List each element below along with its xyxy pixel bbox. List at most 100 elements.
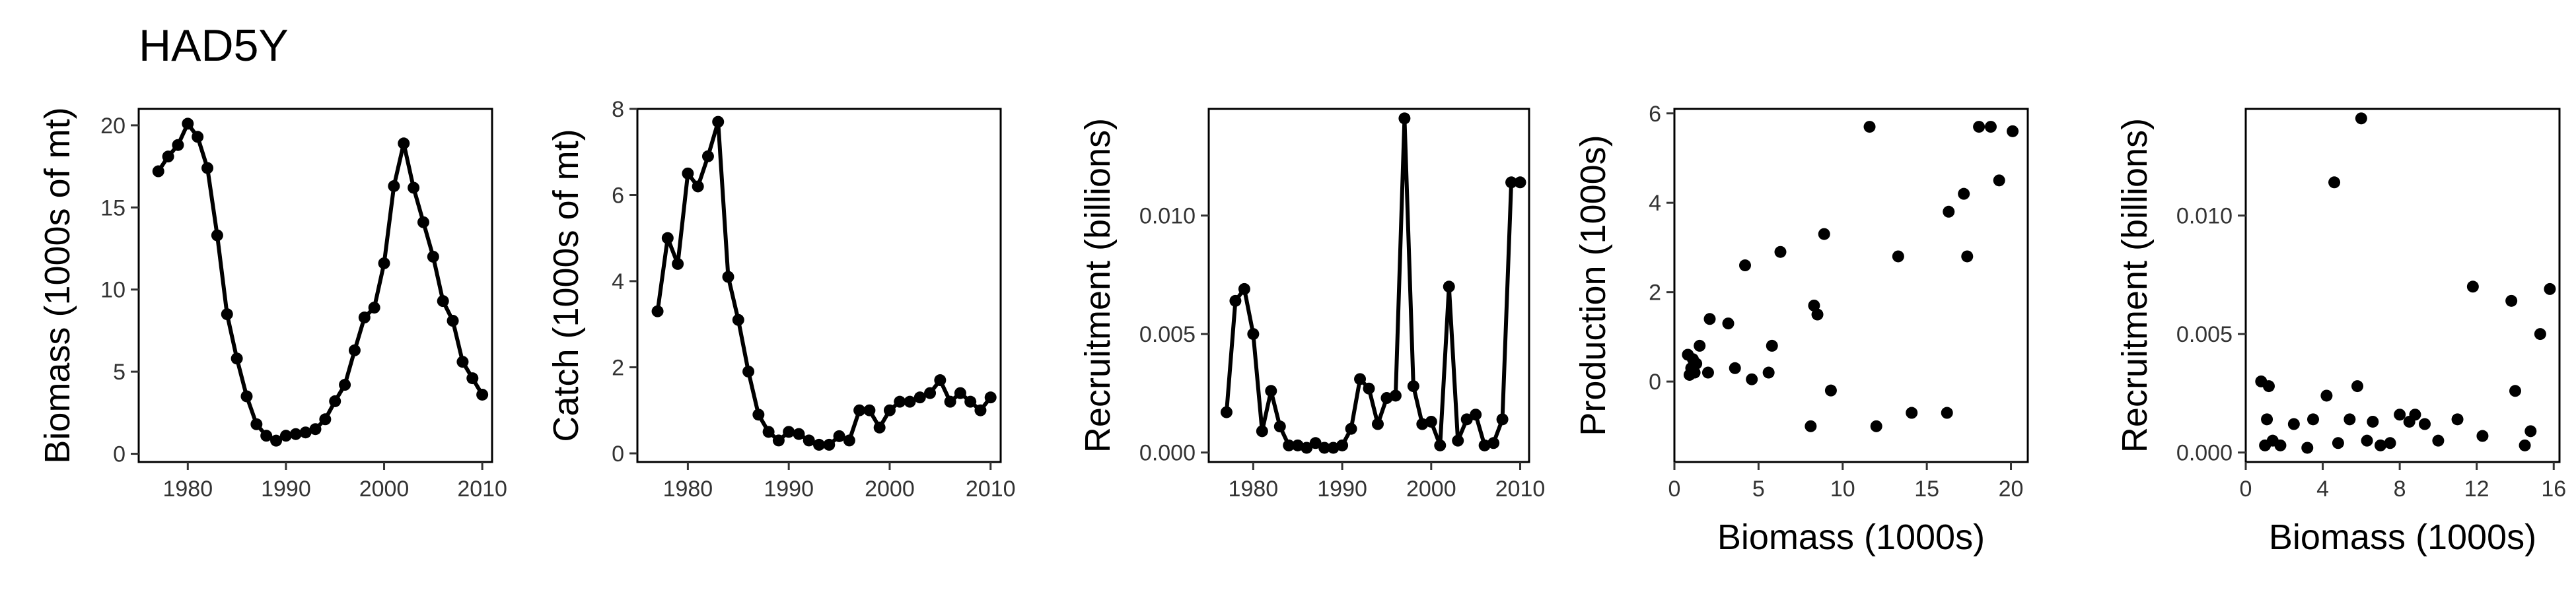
- data-point: [279, 430, 292, 442]
- data-point: [192, 131, 204, 143]
- panel-recruitment-timeseries: 1980 1990 2000 2010 0.000 0.005 0.010 Recruitme…: [1078, 108, 1545, 502]
- data-point: [1818, 228, 1830, 240]
- data-point: [752, 409, 765, 421]
- figure-title: HAD5Y: [139, 20, 289, 71]
- data-point: [1762, 366, 1775, 379]
- data-point: [974, 404, 987, 416]
- data-point: [1273, 420, 1286, 433]
- plot-frame: [1673, 108, 2029, 463]
- data-point: [2524, 425, 2537, 438]
- y-tick-label: 15: [100, 195, 125, 220]
- data-point: [2534, 328, 2546, 341]
- data-point: [299, 426, 312, 439]
- data-point: [2351, 380, 2364, 393]
- data-point: [339, 379, 351, 391]
- y-tick-label: 0.000: [2176, 441, 2233, 466]
- data-point: [2007, 125, 2019, 137]
- data-point: [152, 165, 164, 178]
- data-point: [984, 391, 997, 404]
- y-tick-label: 4: [1649, 191, 1661, 216]
- data-point: [162, 150, 174, 163]
- data-point: [2361, 434, 2373, 447]
- plot-frame: [636, 108, 1002, 463]
- data-point: [1425, 415, 1437, 428]
- data-point: [1766, 339, 1778, 352]
- plot-frame: [1207, 108, 1530, 463]
- data-point: [1703, 313, 1716, 325]
- data-point: [2343, 413, 2356, 426]
- data-point: [2274, 439, 2287, 451]
- data-point: [476, 388, 489, 401]
- data-point: [1993, 174, 2005, 187]
- y-tick-label: 0: [113, 442, 125, 467]
- data-point: [732, 314, 744, 326]
- x-tick-label: 2000: [865, 477, 915, 502]
- data-point: [1371, 418, 1384, 430]
- data-point: [2419, 418, 2431, 430]
- data-point: [221, 308, 233, 321]
- x-tick-label: 1980: [663, 477, 713, 502]
- x-tick-label: 15: [1914, 477, 1939, 502]
- x-tick-label: 2010: [457, 477, 507, 502]
- x-tick-label: 10: [1830, 477, 1855, 502]
- x-tick-label: 8: [2394, 477, 2406, 502]
- data-point: [934, 374, 947, 387]
- data-point: [1811, 308, 1824, 321]
- data-point: [2505, 294, 2518, 307]
- data-point: [1398, 112, 1411, 125]
- data-point: [2261, 413, 2273, 426]
- data-point: [1870, 420, 1882, 432]
- data-point: [270, 434, 283, 447]
- data-point: [873, 421, 886, 434]
- x-tick-label: 16: [2541, 477, 2566, 502]
- data-point: [2287, 418, 2300, 430]
- x-tick-label: 4: [2316, 477, 2329, 502]
- data-point: [231, 352, 243, 365]
- data-point: [722, 271, 734, 283]
- data-point: [1746, 373, 1758, 385]
- data-point: [2394, 409, 2406, 421]
- y-tick-label: 6: [1649, 102, 1661, 127]
- data-point: [1478, 439, 1491, 451]
- panel-production-vs-biomass: 0 5 10 15 20 0 2 4 6 Production (1000s) Biomass (1…: [1573, 102, 2029, 557]
- data-point: [701, 150, 714, 162]
- y-tick-label: 20: [100, 114, 125, 139]
- data-point: [1496, 413, 1509, 426]
- data-point: [1487, 437, 1500, 449]
- data-point: [368, 302, 380, 314]
- data-point: [2519, 439, 2531, 451]
- y-tick-label: 2: [1649, 280, 1661, 306]
- x-tick-label: 0: [1668, 477, 1681, 502]
- data-point: [388, 180, 400, 192]
- y-tick-label: 0: [612, 442, 624, 467]
- data-point: [1973, 121, 1986, 133]
- data-point: [843, 434, 855, 447]
- y-tick-label: 2: [612, 355, 624, 380]
- x-axis-label: Biomass (1000s): [1717, 517, 1985, 557]
- data-point: [1283, 439, 1295, 451]
- data-point: [1229, 294, 1242, 307]
- data-point: [2367, 415, 2379, 428]
- data-point: [793, 428, 805, 440]
- data-point: [1739, 259, 1751, 272]
- data-point: [2301, 442, 2314, 454]
- data-point: [1470, 409, 1482, 421]
- data-point: [803, 434, 815, 447]
- data-point: [182, 117, 194, 130]
- y-tick-label: 6: [612, 183, 624, 208]
- data-point: [1514, 176, 1526, 189]
- panel-biomass-timeseries: 1980 1990 2000 2010 0 5 10 15 20 Biomass (1000s o…: [38, 107, 507, 502]
- data-point: [954, 387, 966, 399]
- data-point: [1256, 425, 1268, 438]
- data-point: [1683, 368, 1696, 381]
- data-point: [1906, 407, 1918, 419]
- data-point: [894, 395, 906, 408]
- data-point: [1345, 422, 1357, 435]
- data-point: [692, 180, 704, 193]
- data-point: [2384, 437, 2396, 449]
- panel-catch-timeseries: 1980 1990 2000 2010 0 2 4 6 8 Catch (1000s of mt): [546, 97, 1016, 502]
- y-axis-label: Biomass (1000s of mt): [38, 107, 77, 463]
- data-point: [2476, 430, 2489, 442]
- data-point: [2355, 112, 2367, 125]
- data-point: [1958, 187, 1970, 200]
